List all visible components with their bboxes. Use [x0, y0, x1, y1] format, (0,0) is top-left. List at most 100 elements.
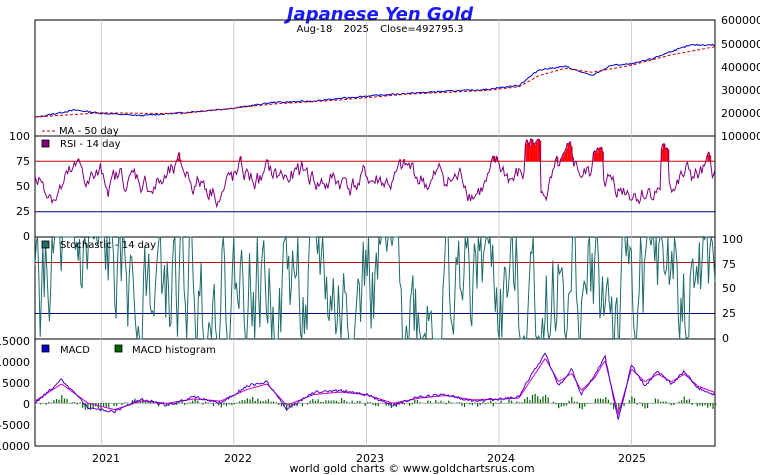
macd-histogram-bar — [265, 400, 267, 404]
macd-histogram-bar — [607, 399, 609, 404]
macd-histogram-bar — [471, 403, 473, 406]
panel-frames — [34, 19, 716, 447]
rsi-tick: 75 — [16, 155, 30, 168]
macd-histogram-bar — [375, 403, 377, 406]
x-tick-label: 2022 — [224, 452, 252, 465]
macd-histogram-bar — [121, 403, 123, 406]
macd-histogram-bar — [563, 403, 565, 407]
rsi-overbought-fill — [661, 148, 663, 162]
price-ma50-line — [34, 46, 716, 118]
macd-histogram-bar — [461, 403, 463, 406]
stoch-tick: 0 — [722, 332, 729, 345]
stoch-tick: 25 — [722, 307, 736, 320]
rsi-overbought-fill — [537, 139, 539, 162]
macd-histogram-bar — [463, 403, 466, 407]
gridlines — [35, 20, 715, 446]
price-tick: 300000 — [721, 84, 760, 97]
macd-histogram-bar — [275, 402, 277, 404]
macd-histogram-bar — [411, 403, 413, 405]
macd-signal-line — [34, 358, 716, 416]
macd-histogram-bar — [534, 393, 536, 404]
macd-histogram-bar — [435, 400, 437, 404]
macd-histogram-bar — [584, 403, 586, 407]
macd-histogram-bar — [225, 403, 228, 406]
macd-histogram-bar — [492, 403, 494, 407]
price-tick: 600000 — [721, 14, 760, 27]
macd-histogram-bar — [479, 403, 481, 406]
macd-histogram-bar — [150, 402, 152, 404]
footer-credit: world gold charts © www.goldchartsrus.co… — [289, 462, 534, 475]
price-tick: 200000 — [721, 107, 760, 120]
x-tick-label: 2024 — [487, 452, 515, 465]
stoch-legend-label: Stochastic - 14 day — [60, 240, 156, 251]
macd-histogram-bar — [654, 398, 656, 404]
macd-histogram-bar — [231, 403, 233, 406]
macd-histogram-bar — [545, 394, 547, 404]
macd-histogram-bar — [558, 403, 560, 409]
rsi-tick: 0 — [23, 230, 30, 243]
macd-histogram-bar — [58, 399, 60, 404]
macd-tick: -5000 — [0, 419, 30, 432]
macd-histogram-bar — [191, 400, 194, 404]
macd-histogram-bar — [233, 403, 235, 405]
macd-histogram-bar — [686, 399, 688, 404]
macd-histogram-bar — [707, 403, 709, 408]
rsi-overbought-fill — [565, 148, 568, 162]
macd-histogram-bar — [466, 402, 468, 404]
rsi-overbought-fill — [662, 144, 665, 162]
macd-histogram-bar — [419, 402, 421, 404]
macd-histogram-bar — [377, 403, 379, 407]
rsi-overbought-fill — [593, 152, 595, 162]
macd-histogram-bar — [490, 400, 492, 404]
rsi-overbought-fill — [569, 141, 572, 162]
macd-histogram-bar — [364, 403, 366, 406]
macd-histogram-bar — [126, 402, 128, 404]
macd-histogram-bar — [639, 402, 641, 404]
macd-histogram-bar — [48, 401, 50, 404]
macd-histogram-bar — [254, 400, 256, 404]
macd-histogram-bar — [573, 401, 575, 404]
macd-histogram-bar — [246, 398, 248, 404]
macd-histogram-bar — [79, 402, 81, 404]
macd-histogram-bar — [335, 400, 337, 404]
macd-histogram-bar — [443, 402, 445, 404]
rsi-overbought-fill — [529, 145, 531, 162]
macd-histogram-bar — [273, 401, 275, 404]
macd-histogram-bar — [325, 400, 327, 404]
macd-histogram-bar — [497, 403, 500, 404]
macd-histogram-bar — [89, 403, 92, 410]
macd-histogram-bar — [581, 403, 583, 410]
macd-histogram-bar — [236, 402, 238, 404]
ma-legend-label: MA - 50 day — [59, 126, 119, 137]
macd-histogram-bar — [338, 402, 340, 404]
macd-histogram-bar — [636, 403, 638, 405]
macd-histogram-bar — [665, 401, 667, 404]
macd-histogram-bar — [218, 403, 220, 406]
rsi-legend-label: RSI - 14 day — [60, 139, 121, 150]
macd-histogram-bar — [262, 401, 264, 404]
macd-histogram-bar — [594, 398, 596, 404]
rsi-overbought-fill — [601, 147, 603, 162]
macd-histogram-bar — [66, 399, 68, 404]
macd-histogram-bar — [71, 402, 73, 404]
macd-histogram-bar — [495, 402, 497, 404]
macd-histogram-bar — [223, 403, 225, 405]
rsi-overbought-fill — [568, 143, 570, 162]
macd-histogram-bar — [82, 403, 84, 408]
price-tick: 100000 — [721, 130, 760, 143]
rsi-overbought-fill — [664, 143, 666, 162]
macd-histogram-bar — [346, 401, 348, 404]
macd-histogram-bar — [560, 403, 562, 407]
macd-histogram-bar — [508, 399, 510, 404]
macd-histogram-bar — [299, 402, 301, 404]
macd-histogram-bar — [670, 403, 672, 406]
macd-histogram-bar — [469, 403, 471, 405]
macd-histogram-bar — [267, 399, 269, 404]
macd-histogram-bar — [307, 403, 309, 405]
macd-histogram-bar — [108, 403, 110, 408]
macd-histogram-bar — [586, 403, 588, 404]
macd-histogram-bar — [76, 403, 78, 405]
macd-histogram-bar — [678, 401, 680, 404]
rsi-overbought-fill — [560, 158, 563, 162]
